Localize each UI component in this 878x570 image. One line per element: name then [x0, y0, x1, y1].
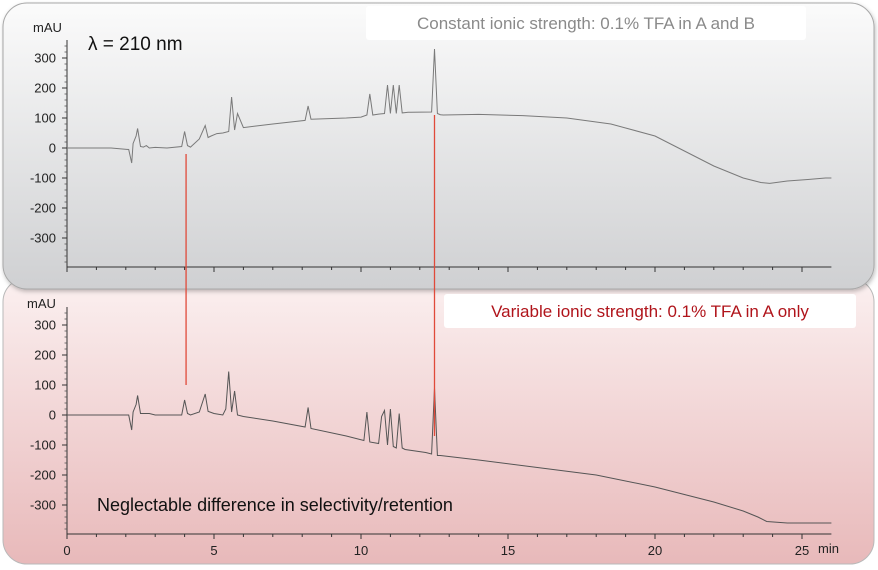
top-y-axis-unit: mAU	[33, 20, 62, 35]
bottom-x-tick-label: 20	[648, 543, 662, 558]
top-chromatogram-trace	[67, 48, 832, 184]
bottom-x-tick-label: 5	[210, 543, 217, 558]
bottom-y-tick-label: 300	[34, 318, 56, 333]
bottom-y-axis-unit: mAU	[27, 296, 56, 311]
bottom-y-tick-label: -100	[30, 438, 56, 453]
bottom-x-tick-label: 10	[354, 543, 368, 558]
bottom-label-box	[444, 294, 856, 328]
top-panel-background	[2, 2, 875, 290]
x-axis-unit: min	[818, 541, 839, 556]
top-y-tick-label: 0	[49, 141, 56, 156]
top-y-tick-label: -200	[30, 201, 56, 216]
bottom-chromatogram-trace	[67, 371, 832, 524]
top-y-tick-label: 200	[34, 81, 56, 96]
top-y-tick-label: 300	[34, 51, 56, 66]
bottom-y-tick-label: -200	[30, 468, 56, 483]
top-y-tick-label: -300	[30, 231, 56, 246]
top-y-tick-label: -100	[30, 171, 56, 186]
top-y-tick-label: 100	[34, 111, 56, 126]
top-panel-label: Constant ionic strength: 0.1% TFA in A a…	[417, 14, 755, 33]
bottom-x-tick-label: 15	[501, 543, 515, 558]
top-label-box	[366, 6, 806, 40]
bottom-x-tick-label: 0	[63, 543, 70, 558]
bottom-y-tick-label: 100	[34, 378, 56, 393]
wavelength-label: λ = 210 nm	[88, 34, 183, 55]
bottom-y-tick-label: 0	[49, 408, 56, 423]
selectivity-note: Neglectable difference in selectivity/re…	[97, 495, 453, 515]
bottom-axes: 300 200 100 0 -100 -200 -300 0 5 10 15 20 25	[30, 307, 832, 558]
bottom-panel-label: Variable ionic strength: 0.1% TFA in A o…	[491, 302, 809, 321]
bottom-y-tick-label: -300	[30, 498, 56, 513]
bottom-y-tick-label: 200	[34, 348, 56, 363]
top-axes: 300 200 100 0 -100 -200 -300	[30, 40, 832, 272]
bottom-x-tick-label: 25	[795, 543, 809, 558]
